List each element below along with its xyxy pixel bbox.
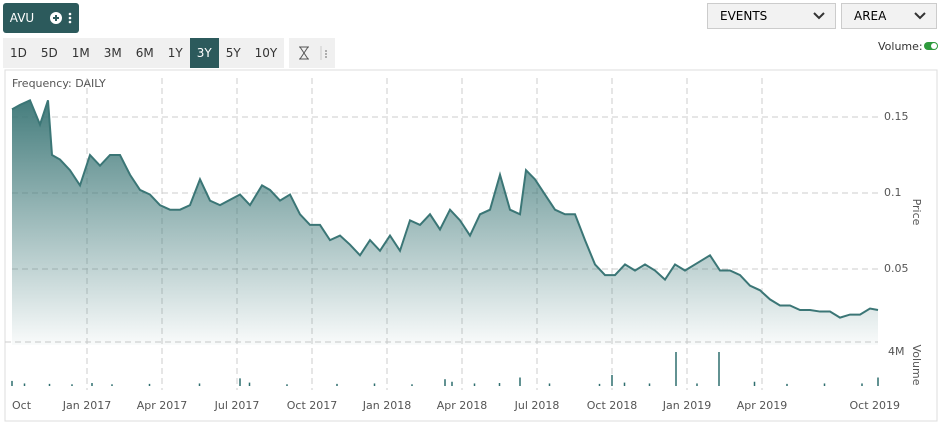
volume-bar <box>451 381 453 386</box>
volume-bar <box>444 379 446 386</box>
area-fill <box>12 100 878 345</box>
style-label: AREA <box>854 9 887 23</box>
y2-tick-label: 4M <box>888 345 905 358</box>
y-tick-label: 0.15 <box>884 110 909 123</box>
range-button[interactable]: 5Y <box>225 46 241 60</box>
volume-bar <box>786 383 788 386</box>
volume-toggle-label: Volume: <box>878 40 923 53</box>
volume-bar <box>111 384 113 386</box>
volume-bar <box>623 382 626 386</box>
volume-bar <box>753 381 756 386</box>
style-dropdown[interactable]: AREA <box>841 3 937 29</box>
x-tick-label: Oct 2019 <box>849 399 900 412</box>
x-tick-label: Oct <box>12 399 32 412</box>
range-button[interactable]: 6M <box>135 46 154 60</box>
volume-bar <box>877 377 879 386</box>
volume-toggle[interactable] <box>923 40 939 52</box>
y2-axis-title: Volume <box>910 345 923 386</box>
y-tick-label: 0.1 <box>884 186 902 199</box>
volume-bar <box>611 374 613 386</box>
range-selector: 1D 5D 1M 3M 6M 1Y 3Y 5Y 10Y <box>3 38 285 68</box>
volume-bar <box>71 384 73 386</box>
events-dropdown[interactable]: EVENTS <box>707 3 836 29</box>
volume-bar <box>248 382 251 386</box>
events-label: EVENTS <box>720 9 768 23</box>
volume-bar <box>148 383 151 386</box>
x-tick-label: Oct 2018 <box>587 399 638 412</box>
x-tick-label: Oct 2017 <box>287 399 338 412</box>
volume-bar <box>718 352 720 386</box>
range-button[interactable]: 10Y <box>254 46 278 60</box>
y-tick-label: 0.05 <box>884 262 909 275</box>
range-button[interactable]: 3M <box>103 46 122 60</box>
y-axis-title: Price <box>910 199 923 226</box>
chevron <box>914 12 926 20</box>
symbol-icons <box>50 12 72 24</box>
volume-bar <box>48 383 51 386</box>
x-tick-label: Apr 2018 <box>437 399 488 412</box>
volume-bar <box>286 384 288 386</box>
volume-bar <box>336 383 338 386</box>
x-tick-label: Jan 2018 <box>362 399 411 412</box>
volume-bar <box>648 383 651 386</box>
price-line <box>11 98 879 319</box>
hourglass-icon <box>299 46 327 60</box>
chart-frame <box>4 69 938 422</box>
volume-bar <box>91 383 93 386</box>
volume-bar <box>198 383 201 386</box>
range-button[interactable]: 1D <box>10 46 27 60</box>
x-tick-label: Apr 2017 <box>137 399 188 412</box>
volume-bar <box>696 383 698 386</box>
volume-bar <box>519 377 521 386</box>
volume-bar <box>23 383 26 386</box>
volume-bar <box>598 383 601 386</box>
x-tick-label: Jul 2017 <box>214 399 260 412</box>
x-tick-label: Jan 2019 <box>662 399 711 412</box>
volume-bar <box>473 383 476 386</box>
symbol-button[interactable]: AVU <box>3 3 79 33</box>
volume-bar <box>498 383 501 386</box>
frequency-label: Frequency: DAILY <box>12 77 106 90</box>
volume-bar <box>239 378 241 386</box>
volume-bar <box>11 380 13 386</box>
x-tick-label: Jan 2017 <box>62 399 111 412</box>
chevron <box>813 12 825 20</box>
range-button[interactable]: 1M <box>71 46 90 60</box>
volume-bar <box>823 383 826 386</box>
x-tick-label: Jul 2018 <box>514 399 560 412</box>
symbol: AVU <box>9 11 35 25</box>
volume-bar <box>373 383 376 386</box>
range-button[interactable]: 5D <box>40 46 58 60</box>
interval-button[interactable] <box>289 38 335 68</box>
volume-bar <box>861 383 863 386</box>
volume-bar <box>548 383 551 386</box>
volume-bar <box>675 352 677 386</box>
range-button[interactable]: 3Y <box>189 38 219 68</box>
range-button[interactable]: 1Y <box>167 46 183 60</box>
x-tick-label: Apr 2019 <box>737 399 788 412</box>
volume-bar <box>411 384 413 386</box>
